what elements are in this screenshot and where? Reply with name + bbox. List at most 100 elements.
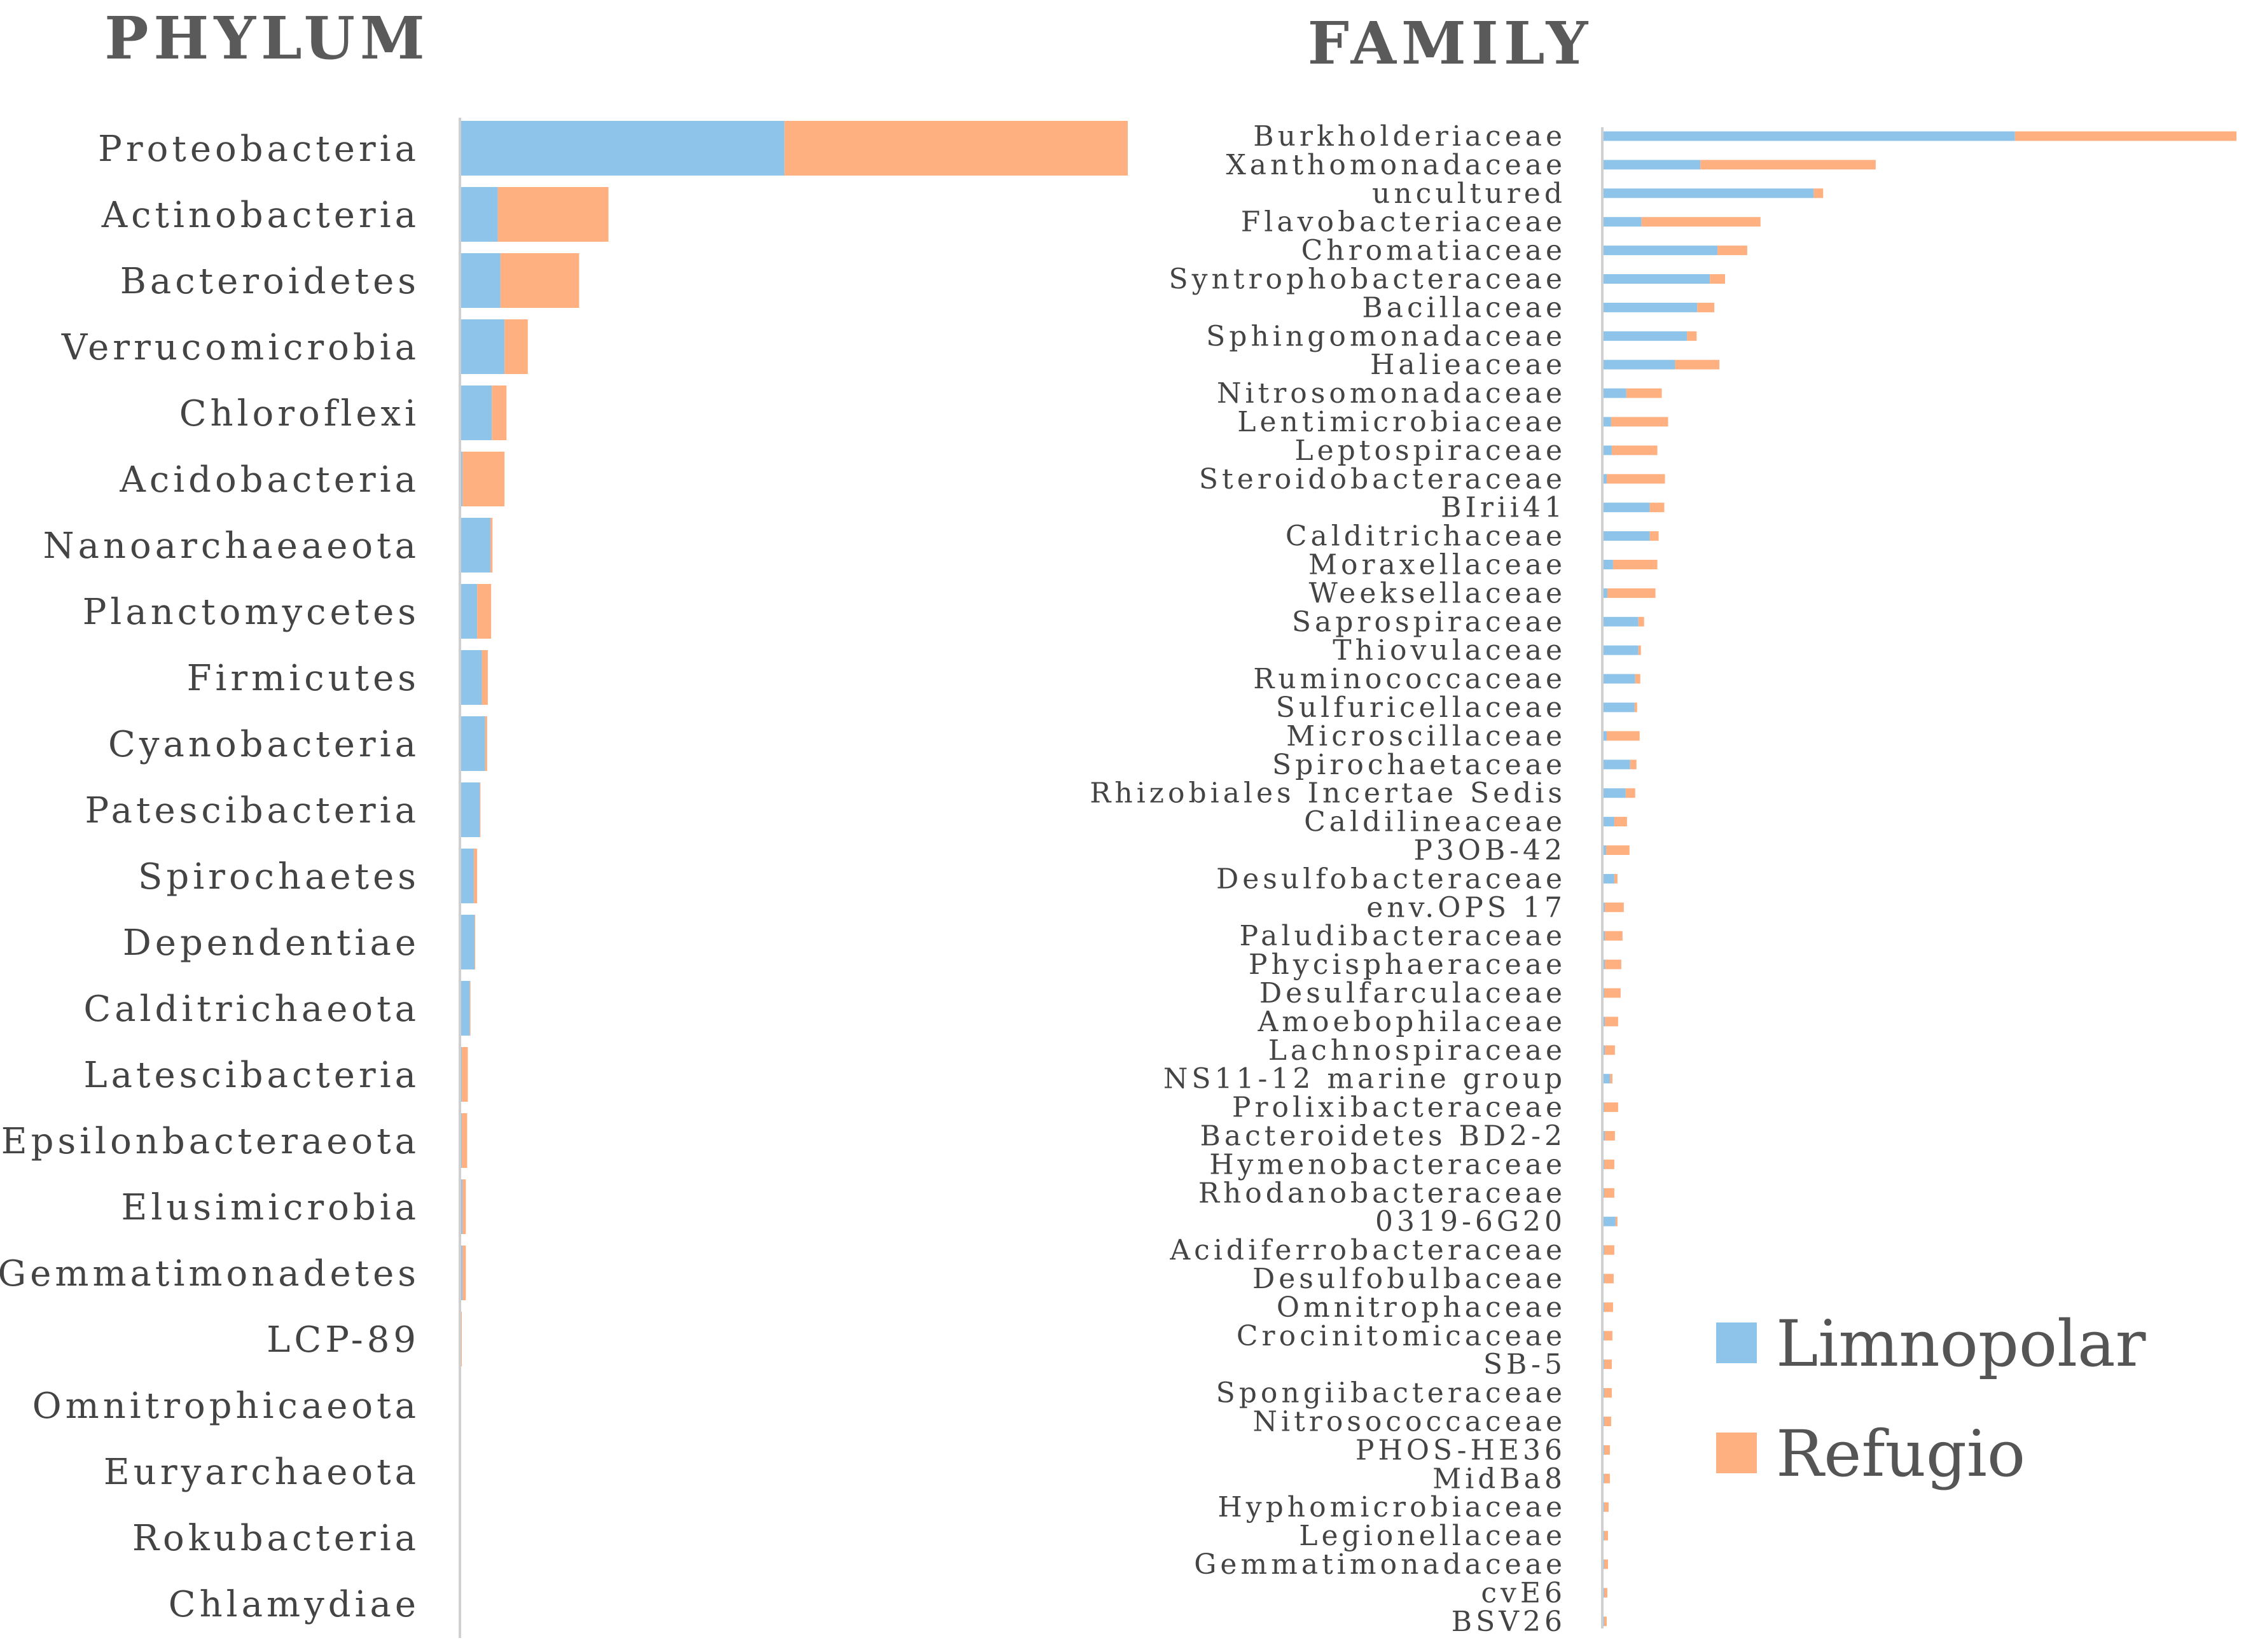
phylum-label: Epsilonbacteraeota (1, 1121, 420, 1162)
family-bar-refugio (1604, 1302, 1613, 1312)
family-label: Paludibacteraceae (1240, 920, 1567, 952)
family-bar-limnopolar (1604, 1216, 1616, 1226)
family-label: Bacteroidetes BD2-2 (1200, 1120, 1566, 1153)
family-label: Steroidobacteraceae (1199, 463, 1566, 496)
phylum-bar-limnopolar (461, 1047, 462, 1102)
family-bar-refugio (1675, 359, 1720, 370)
phylum-label: Chlamydiae (169, 1584, 420, 1625)
phylum-bar-refugio (485, 716, 487, 771)
family-bar-refugio (1717, 246, 1747, 256)
family-bar-refugio (1710, 274, 1726, 284)
family-label: Rhizobiales Incertae Sedis (1090, 777, 1566, 810)
phylum-label: LCP-89 (267, 1319, 420, 1361)
family-bar-refugio (1604, 1588, 1607, 1598)
family-label: MidBa8 (1432, 1462, 1566, 1495)
family-bar-refugio (1604, 1331, 1612, 1341)
phylum-label: Cyanobacteria (108, 724, 420, 765)
phylum-bar-refugio (462, 1047, 468, 1102)
family-bar-refugio (1609, 1074, 1612, 1084)
phylum-bar-limnopolar (461, 1179, 463, 1234)
family-label: Leptospiraceae (1294, 434, 1566, 467)
family-bar-refugio (1604, 1102, 1618, 1113)
phylum-bar-refugio (504, 319, 528, 374)
family-label: BSV26 (1452, 1606, 1566, 1638)
phylum-label: Nanoarchaeaeota (43, 525, 420, 567)
family-bar-refugio (1625, 788, 1635, 798)
family-bar-refugio (1700, 160, 1876, 170)
family-label: Xanthomonadaceae (1226, 149, 1566, 181)
phylum-bar-refugio (492, 385, 507, 440)
family-bar-limnopolar (1604, 274, 1710, 284)
family-label: Crocinitomicaceae (1237, 1320, 1566, 1352)
phylum-label: Spirochaetes (138, 856, 420, 898)
family-label: Prolixibacteraceae (1232, 1092, 1566, 1124)
phylum-bar-refugio (473, 849, 478, 903)
legend-swatch-limnopolar (1716, 1322, 1757, 1363)
phylum-label: Verrucomicrobia (61, 327, 420, 368)
family-label: Bacillaceae (1362, 291, 1566, 324)
phylum-label: Planctomycetes (83, 592, 420, 633)
legend-swatch-refugio (1716, 1433, 1757, 1473)
family-label: Lachnospiraceae (1268, 1034, 1566, 1067)
family-bar-refugio (1638, 645, 1641, 655)
family-bar-limnopolar (1604, 1131, 1605, 1141)
phylum-bar-refugio (462, 1246, 466, 1300)
phylum-label: Dependentiae (123, 922, 420, 964)
phylum-label: Bacteroidetes (120, 261, 420, 302)
family-label: Gemmatimonadaceae (1194, 1548, 1566, 1581)
family-bar-refugio (1630, 760, 1637, 770)
phylum-bar-limnopolar (461, 452, 463, 506)
phylum-bar-limnopolar (461, 1246, 463, 1300)
family-bar-refugio (2014, 131, 2236, 141)
phylum-bar-limnopolar (461, 915, 475, 969)
family-bar-refugio (1615, 1216, 1618, 1226)
family-bar-refugio (1612, 560, 1658, 569)
family-label: cvE6 (1481, 1577, 1566, 1609)
family-bar-refugio (1604, 1473, 1610, 1483)
family-bar-limnopolar (1604, 388, 1626, 398)
phylum-label: Omnitrophicaeota (32, 1385, 420, 1427)
phylum-label: Gemmatimonadetes (0, 1253, 420, 1295)
family-bar-limnopolar (1604, 902, 1605, 912)
family-label: Sphingomonadaceae (1206, 320, 1566, 352)
family-bar-refugio (1649, 503, 1665, 513)
family-label: Amoebophilaceae (1257, 1006, 1566, 1038)
family-label: uncultured (1372, 177, 1566, 210)
family-bar-limnopolar (1604, 788, 1626, 798)
family-label: Chromatiaceae (1301, 235, 1566, 267)
phylum-bar-limnopolar (461, 319, 505, 374)
phylum-bar-limnopolar (461, 716, 485, 771)
family-bar-refugio (1649, 531, 1659, 541)
family-bar-limnopolar (1604, 817, 1614, 827)
family-label: Halieaceae (1370, 349, 1566, 381)
family-label: Phycisphaeraceae (1249, 948, 1566, 981)
phylum-bar-refugio (482, 650, 488, 705)
family-bar-refugio (1614, 873, 1618, 884)
legend-label-limnopolar: Limnopolar (1776, 1307, 2146, 1381)
family-bar-refugio (1604, 1559, 1608, 1569)
family-label: env.OPS 17 (1366, 891, 1566, 924)
family-bar-refugio (1604, 1274, 1614, 1284)
family-label: Desulfobulbaceae (1252, 1263, 1566, 1295)
family-bar-limnopolar (1604, 1017, 1605, 1027)
family-label: Legionellaceae (1299, 1520, 1566, 1552)
family-bar-limnopolar (1604, 959, 1605, 969)
family-label: Burkholderiaceae (1253, 120, 1566, 153)
phylum-bar-refugio (490, 518, 493, 573)
family-label: Flavobacteriaceae (1241, 206, 1566, 239)
family-bar-limnopolar (1604, 474, 1607, 484)
family-bar-limnopolar (1604, 931, 1605, 941)
family-bar-refugio (1638, 616, 1644, 627)
family-bar-limnopolar (1604, 217, 1642, 227)
family-bar-limnopolar (1604, 160, 1701, 170)
family-bar-refugio (1604, 1388, 1612, 1398)
family-bar-refugio (1614, 817, 1627, 827)
family-bar-refugio (1604, 1245, 1614, 1255)
family-bar-refugio (1604, 1188, 1614, 1198)
phylum-label: Firmicutes (187, 658, 420, 699)
phylum-bar-refugio (500, 253, 579, 308)
family-label: Sulfuricellaceae (1276, 691, 1566, 724)
family-label: Hyphomicrobiaceae (1217, 1491, 1566, 1524)
phylum-bar-refugio (462, 1179, 466, 1234)
family-bar-limnopolar (1604, 445, 1612, 455)
